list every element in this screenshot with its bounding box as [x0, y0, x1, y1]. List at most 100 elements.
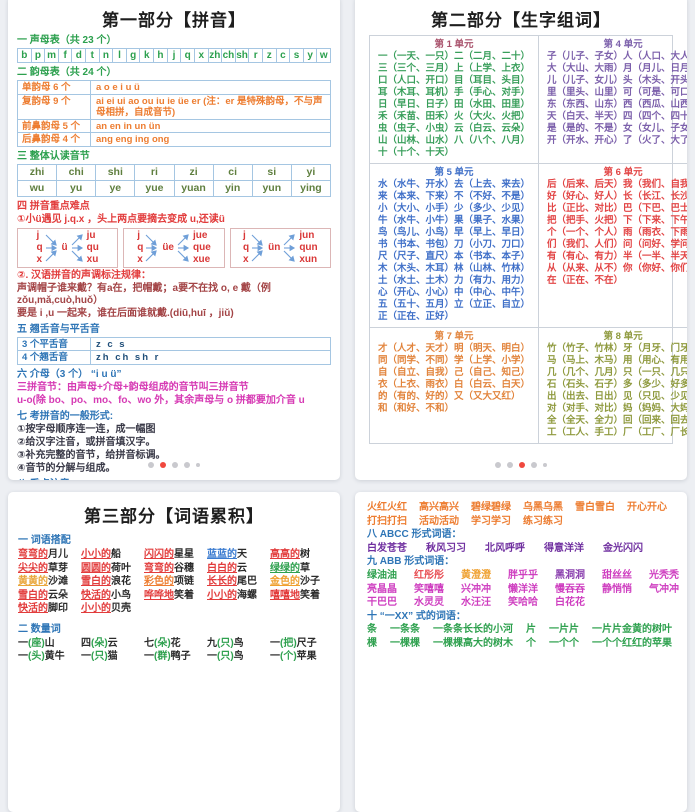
collocation-item: 金色的沙子 — [270, 575, 333, 589]
pair-modifier: 快活的 — [81, 589, 111, 601]
syllable: zhi — [18, 164, 58, 180]
word: 高兴高兴 — [419, 502, 459, 513]
unit-entry-row: 土（水土、土木） 力（有力、用力） — [378, 275, 530, 287]
word-entry: 果（果子、水果） — [454, 215, 531, 226]
initial-letter: s — [290, 49, 304, 62]
measure-word: (把) — [280, 637, 297, 649]
onexx-word-rows: 条 一条条 一条条长长的小河 片 一片片 一片片金黄的树叶棵 一棵棵 一棵棵高大的树木 个 一个个… — [367, 623, 675, 650]
quantifier-noun: 花 — [170, 637, 181, 649]
diagram-letter: x — [242, 253, 249, 265]
word-entry: 明（明天、明白） — [454, 343, 531, 354]
word-entry: 大（大山、大雨） — [547, 63, 624, 74]
page2-title: 第二部分【生字组词】 — [431, 11, 611, 30]
section-heading-quantifiers: 二 数量词 — [18, 623, 61, 635]
quantifier-number: 一 — [18, 637, 28, 649]
unit-entry-row: 鸟（鸟儿、小鸟） 早（早上、早日） — [378, 227, 530, 239]
unit-entry-row: 后（后来、后天）我（我们、自我） — [547, 179, 687, 191]
indicator-dot — [160, 462, 166, 468]
word-entry: 我（我们、自我） — [623, 179, 687, 190]
section-heading-abb: 九 ABB 形式词语： — [367, 556, 455, 568]
pair-noun: 笑着 — [300, 589, 320, 601]
indicator-dot — [148, 462, 154, 468]
word: 白花花 — [555, 597, 585, 609]
word: 笑哈哈 — [508, 597, 538, 609]
pair-noun: 沙子 — [300, 576, 320, 587]
initial-letter: r — [249, 49, 263, 62]
initial-letter: l — [113, 49, 127, 62]
word-entry: 竹（竹子、竹林） — [547, 343, 624, 354]
finals-value: a o e i u ü — [96, 82, 140, 93]
collocation-item: 小小的贝壳 — [81, 602, 144, 616]
initial-letter: x — [195, 49, 209, 62]
word: 光秃秃 — [649, 569, 679, 581]
pair-noun: 项链 — [174, 576, 194, 587]
word-entry: 力（有力、用力） — [454, 275, 531, 286]
page-preview-2[interactable]: 第二部分【生字组词】 第 1 单元 一（一天、一只） 二（二月、二十） 三（三个、三月… — [355, 0, 687, 480]
section-heading-finals: 二 韵母表（共 24 个） — [17, 67, 117, 78]
word-entry: 雨（雨衣、下雨） — [623, 227, 687, 238]
word: 练习练习 — [523, 515, 563, 527]
unit-header: 第 6 单元 — [603, 167, 643, 178]
note-line: ①小ü遇见 j.q.x ，头上两点要摘去变成 u,还读ü — [17, 213, 225, 225]
page-indicator-dots — [355, 462, 687, 468]
word-entry: 书（书本、书包） — [378, 239, 455, 250]
measure-word: (个) — [280, 651, 297, 662]
word: 水汪汪 — [461, 597, 491, 609]
page-preview-1[interactable]: 第一部分【拼音】 一 声母表（共 23 个） b p m f d t n l g k h j q x zh c… — [8, 0, 340, 480]
word: 一条条长长的小河 — [433, 624, 513, 636]
word: 打扫打扫 — [367, 515, 407, 527]
initial-letter: g — [127, 49, 141, 62]
syllable: shi — [96, 164, 136, 180]
quantifier-noun: 苹果 — [296, 651, 317, 662]
quantifier-row: 一(头)黄牛 一(只)猫 一(群)鸭子 一(只)鸟 一(个)苹果 — [15, 650, 333, 664]
pair-noun: 海螺 — [237, 589, 257, 601]
pair-modifier: 弯弯的 — [144, 562, 174, 574]
word: 甜丝丝 — [602, 569, 632, 581]
aabb-row: 打扫打扫 活动活动 学习学习 练习练习 — [367, 515, 675, 529]
collocation-item: 尖尖的草芽 — [18, 562, 81, 576]
exam-form-item: ②给汉字注音，或拼音填汉字。 — [17, 436, 156, 448]
unit-header: 第 8 单元 — [603, 331, 643, 342]
word-entry: 十（十个、十天） — [378, 147, 455, 158]
initial-letter: f — [59, 49, 73, 62]
word: 胖乎乎 — [508, 569, 538, 581]
quantifier-row: 一(座)山 四(朵)云 七(朵)花 九(只)鸟 一(把)尺子 — [15, 637, 333, 651]
page-preview-3[interactable]: 第三部分【词语累积】 一 词语搭配 弯弯的月儿 小小的船 闪闪的星星 蓝蓝的天 高高的树… — [8, 492, 340, 812]
word-entry: 禾（禾苗、田禾） — [378, 111, 455, 122]
syllable: si — [253, 164, 292, 180]
finals-label: 复韵母 9 个 — [18, 94, 91, 119]
pair-modifier: 弯弯的 — [18, 549, 48, 560]
word-entry: 目（耳目、头目） — [454, 75, 531, 86]
quantifier-noun: 黄牛 — [44, 651, 65, 662]
word-entry: 又（又大又红） — [454, 391, 521, 402]
unit-entry-row: 心（开心、小心） 中（中心、中午） — [378, 287, 530, 299]
page-indicator-dots — [8, 462, 340, 468]
word-entry: 口（人口、开口） — [378, 75, 455, 86]
abcc-word-row: 白发苍苍 秋风习习 北风呼呼 得意洋洋 金光闪闪 — [367, 542, 675, 556]
unit-entry-row: 日（早日、日子） 田（水田、田里） — [378, 99, 530, 111]
pair-noun: 月儿 — [48, 549, 68, 560]
unit-entry-row: 木（木头、木耳） 林（山林、竹林） — [378, 263, 530, 275]
initial-letter: d — [72, 49, 87, 62]
word-entry: 里（里头、山里） — [547, 87, 624, 98]
page-preview-4[interactable]: 火红火红 高兴高兴 碧绿碧绿 乌黑乌黑 雪白雪白 开心开心 打扫打扫 活动活动 学习学习 练习练习… — [355, 492, 687, 812]
word-entry: 子（儿子、子女） — [547, 51, 624, 62]
word-entry: 水（水牛、开水） — [378, 179, 455, 190]
word-entry: 林（山林、竹林） — [454, 263, 531, 274]
unit-entry-row: 是（是的、不是）女（女儿、子女） — [547, 123, 687, 135]
diagram-letter: q — [137, 241, 144, 253]
word-entry: 多（多少、好多） — [623, 379, 687, 390]
word-entry: 女（女儿、子女） — [623, 123, 687, 134]
syllable-row: zhi chi shi ri zi ci si yi — [18, 164, 330, 181]
collocation-item: 黄黄的沙滩 — [18, 575, 81, 589]
word-entry: 手（手心、对手） — [454, 87, 531, 98]
pair-noun: 天 — [237, 549, 247, 560]
pair-noun: 脚印 — [48, 603, 68, 614]
unit-entry-row: 里（里头、山里）可（可是、可口） — [547, 87, 687, 99]
unit-entry-row: 有（有心、有力）半（一半、半天） — [547, 251, 687, 263]
unit-entry-row: 几（几个、几月）只（一只、几只） — [547, 367, 687, 379]
unit-entry-row: 东（东西、山东）西（西瓜、山西） — [547, 99, 687, 111]
unit-cell: 第 6 单元后（后来、后天）我（我们、自我）好（好心、好人）长（长江、长沙）比（… — [538, 163, 687, 327]
diagram-letter: j — [242, 229, 246, 241]
initials-table: b p m f d t n l g k h j q x zh ch sh r z c s y w — [17, 48, 332, 63]
